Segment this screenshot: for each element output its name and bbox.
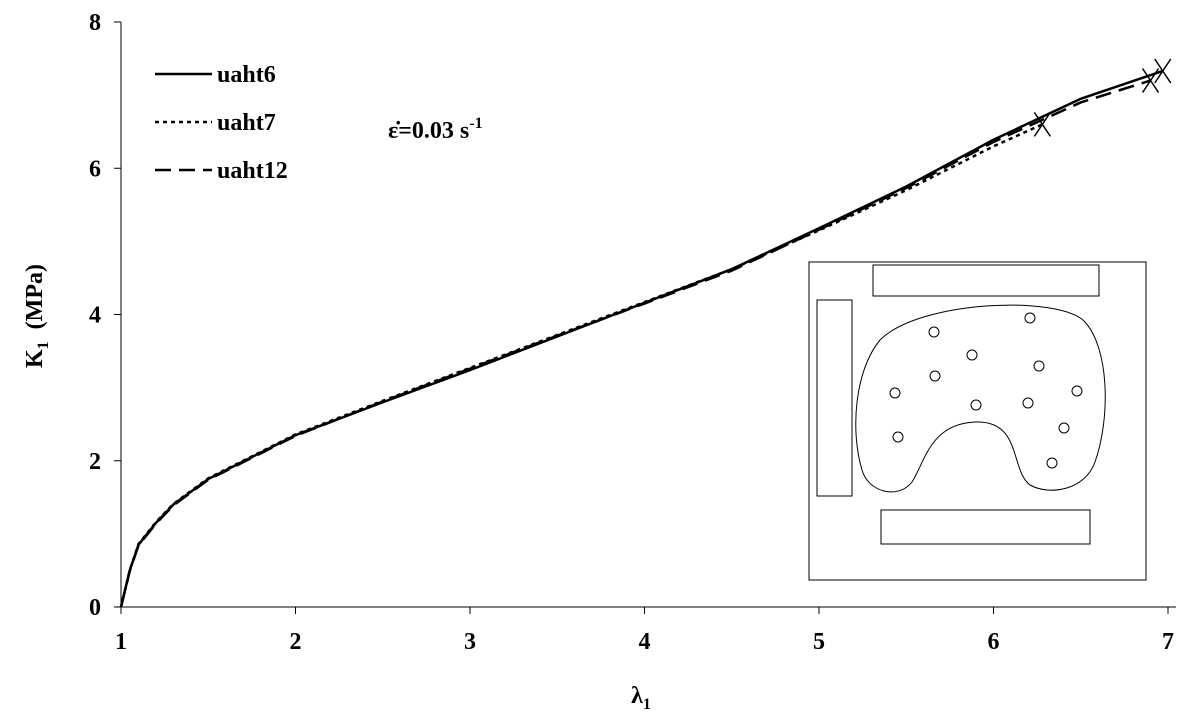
- inset-strip: [872, 264, 1100, 297]
- inset-shape: [855, 304, 1106, 493]
- inset-frame: [808, 261, 1147, 581]
- x-tick-label: 2: [290, 629, 302, 655]
- failure-marker: [1141, 68, 1160, 93]
- y-tick-label: 2: [89, 449, 101, 475]
- series-line: [119, 79, 1151, 608]
- x-axis-label-base: λ: [631, 683, 643, 709]
- y-tick-label: 4: [89, 303, 101, 329]
- annotation-sup: -1: [469, 115, 482, 132]
- inset-points: [889, 312, 1083, 469]
- y-tick-label: 6: [89, 156, 101, 182]
- x-tick-label: 5: [813, 629, 825, 655]
- legend-label: uaht7: [217, 110, 276, 136]
- legend-label: uaht12: [217, 158, 288, 184]
- inset-strip: [880, 509, 1091, 545]
- x-axis-label-sub: 1: [643, 696, 651, 713]
- x-tick-label: 7: [1162, 629, 1174, 655]
- inset-strip: [816, 299, 853, 497]
- series-line: [119, 123, 1043, 608]
- annotation: ε̇=0.03 s-1: [388, 115, 483, 144]
- y-axis-label: K1 (MPa): [22, 264, 52, 368]
- x-tick-label: 6: [988, 629, 1000, 655]
- y-tick-label: 8: [89, 10, 101, 36]
- x-tick-label: 4: [639, 629, 651, 655]
- x-tick-label: 3: [464, 629, 476, 655]
- series-line: [119, 69, 1164, 608]
- x-axis-label: λ1: [631, 683, 651, 713]
- failure-marker: [1033, 111, 1051, 137]
- y-axis-label-base: K: [22, 349, 48, 368]
- x-tick-label: 1: [115, 629, 127, 655]
- legend-label: uaht6: [217, 62, 276, 88]
- inset-diagram: [808, 261, 1147, 581]
- y-axis-label-unit: (MPa): [22, 264, 48, 329]
- failure-marker: [1154, 58, 1172, 84]
- y-axis-label-sub: 1: [35, 341, 52, 349]
- y-tick-label: 0: [89, 595, 101, 621]
- annotation-text: ε̇=0.03 s: [388, 118, 469, 144]
